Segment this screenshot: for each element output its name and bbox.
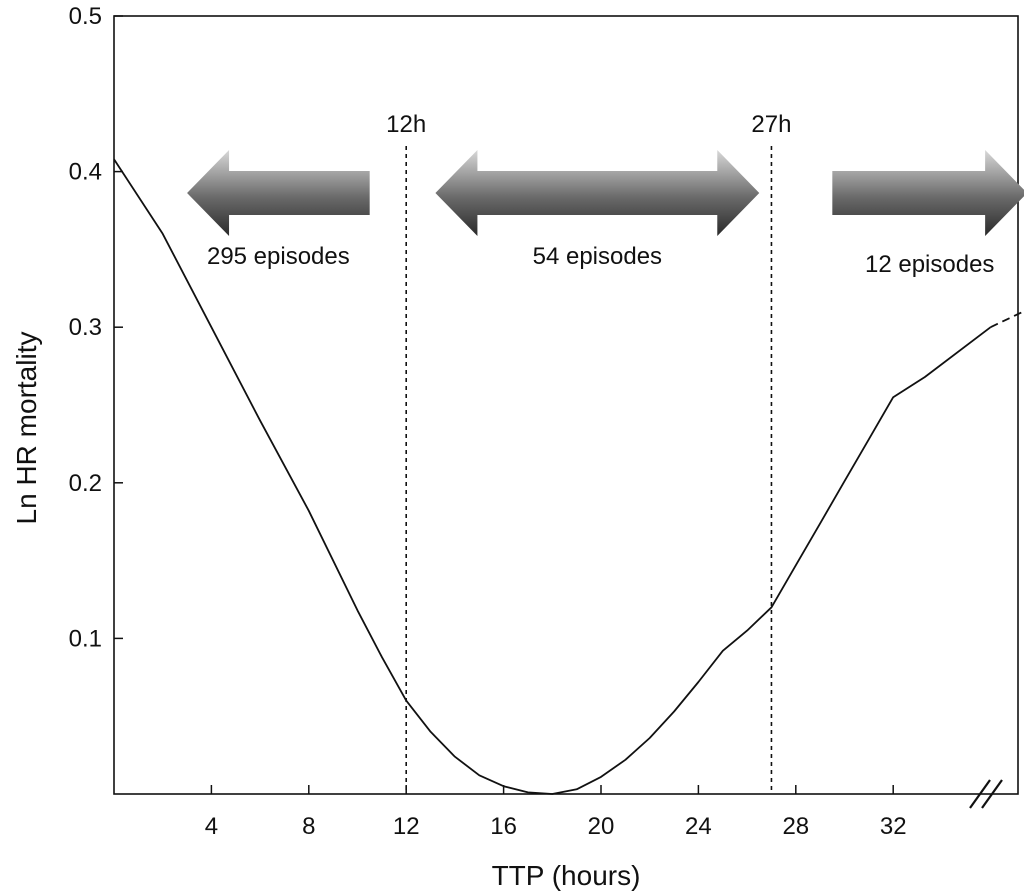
x-tick-label: 4 bbox=[205, 813, 218, 840]
y-tick-label: 0.3 bbox=[69, 314, 102, 341]
x-tick-label: 32 bbox=[880, 813, 907, 840]
series-line-solid bbox=[113, 158, 992, 795]
y-tick-label: 0.1 bbox=[69, 625, 102, 652]
x-tick-label: 16 bbox=[490, 813, 517, 840]
x-axis-ticks: 4 8 12 16 20 24 28 32 bbox=[205, 785, 907, 840]
episode-arrow-right bbox=[832, 150, 1024, 236]
episode-regions: 295 episodes 54 episodes 12 episodes bbox=[187, 150, 1024, 278]
x-tick-label: 12 bbox=[393, 813, 420, 840]
y-tick-label: 0.5 bbox=[69, 3, 102, 30]
reference-lines: 12h 27h bbox=[386, 111, 791, 794]
x-axis-title: TTP (hours) bbox=[492, 860, 641, 891]
plot-frame bbox=[113, 15, 1019, 795]
y-tick-label: 0.4 bbox=[69, 159, 102, 186]
series-lines bbox=[113, 158, 1024, 795]
episode-arrow-left bbox=[187, 150, 370, 236]
x-tick-label: 28 bbox=[782, 813, 809, 840]
y-tick-label: 0.2 bbox=[69, 470, 102, 497]
series-line-dashed bbox=[990, 310, 1024, 329]
x-tick-label: 20 bbox=[588, 813, 615, 840]
episode-count-label: 295 episodes bbox=[207, 243, 350, 270]
x-tick-label: 8 bbox=[302, 813, 315, 840]
y-axis-ticks: 0.1 0.2 0.3 0.4 0.5 bbox=[69, 3, 123, 652]
x-tick-label: 24 bbox=[685, 813, 712, 840]
reference-line-label: 12h bbox=[386, 111, 426, 138]
episode-count-label: 12 episodes bbox=[865, 251, 994, 278]
y-axis-title: Ln HR mortality bbox=[11, 332, 42, 525]
x-axis-break-mark bbox=[969, 779, 1003, 809]
episode-count-label: 54 episodes bbox=[533, 243, 662, 270]
reference-line-label: 27h bbox=[751, 111, 791, 138]
episode-arrow-both bbox=[435, 150, 760, 236]
